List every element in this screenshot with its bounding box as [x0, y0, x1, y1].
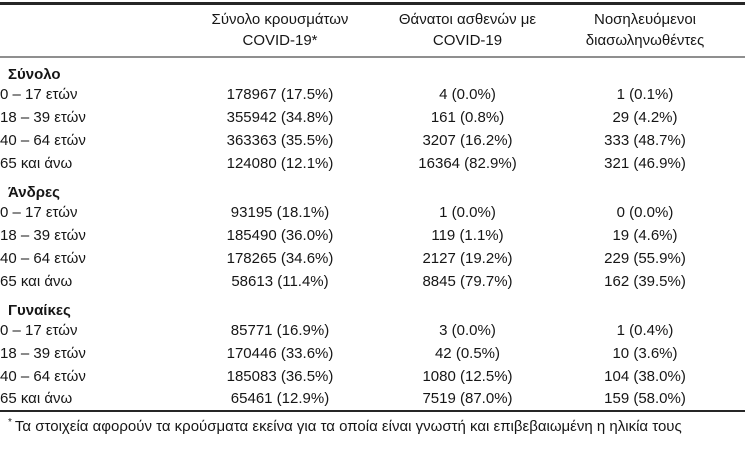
col-header-intubated-line2: διασωληνωθέντες: [585, 32, 705, 50]
cell-intubated: 321 (46.9%): [604, 154, 686, 172]
cell-intubated: 10 (3.6%): [612, 344, 678, 362]
col-header-total-cases-line2: COVID-19*: [242, 32, 318, 50]
section-title: Άνδρες: [8, 183, 60, 201]
footnote-text: Τα στοιχεία αφορούν τα κρούσματα εκείνα …: [14, 417, 682, 435]
section-title: Σύνολο: [8, 65, 61, 83]
cell-deaths: 3 (0.0%): [439, 321, 496, 339]
row-label: 65 και άνω: [0, 387, 170, 412]
table-row: 40 – 64 ετών 185083 (36.5%) 1080 (12.5%)…: [0, 365, 745, 388]
row-label: 65 και άνω: [0, 154, 73, 172]
cell-total-cases: 58613 (11.4%): [231, 272, 329, 290]
table-row: 65 και άνω 65461 (12.9%) 7519 (87.0%) 15…: [0, 387, 745, 412]
cell-intubated: 162 (39.5%): [604, 272, 686, 290]
cell-intubated: 1 (0.4%): [616, 321, 674, 339]
table-row: 18 – 39 ετών 185490 (36.0%) 119 (1.1%) 1…: [0, 224, 745, 247]
cell-intubated: 333 (48.7%): [604, 131, 686, 149]
covid-stats-table: Σύνολο κρουσμάτων COVID-19* Θάνατοι ασθε…: [0, 2, 745, 412]
cell-intubated: 29 (4.2%): [612, 108, 678, 126]
cell-total-cases: 93195 (18.1%): [230, 203, 330, 221]
cell-total-cases: 65461 (12.9%): [170, 387, 390, 412]
row-label: 0 – 17 ετών: [0, 321, 78, 339]
section-row-total: Σύνολο: [0, 57, 745, 83]
cell-deaths: 16364 (82.9%): [418, 154, 517, 172]
cell-intubated: 104 (38.0%): [604, 367, 686, 385]
table-row: 65 και άνω 124080 (12.1%) 16364 (82.9%) …: [0, 152, 745, 175]
row-label: 65 και άνω: [0, 272, 73, 290]
cell-deaths: 119 (1.1%): [431, 226, 504, 244]
cell-total-cases: 170446 (33.6%): [226, 344, 334, 362]
cell-total-cases: 185490 (36.0%): [226, 226, 334, 244]
table-row: 18 – 39 ετών 170446 (33.6%) 42 (0.5%) 10…: [0, 342, 745, 365]
cell-total-cases: 178265 (34.6%): [226, 249, 334, 267]
cell-deaths: 161 (0.8%): [430, 108, 505, 126]
table-row: 18 – 39 ετών 355942 (34.8%) 161 (0.8%) 2…: [0, 106, 745, 129]
cell-deaths: 8845 (79.7%): [422, 272, 513, 290]
header-row: Σύνολο κρουσμάτων COVID-19* Θάνατοι ασθε…: [0, 2, 745, 58]
table-row: 0 – 17 ετών 85771 (16.9%) 3 (0.0%) 1 (0.…: [0, 319, 745, 342]
cell-total-cases: 85771 (16.9%): [230, 321, 330, 339]
col-header-total-cases: Σύνολο κρουσμάτων COVID-19*: [170, 2, 390, 58]
table-row: 40 – 64 ετών 363363 (35.5%) 3207 (16.2%)…: [0, 129, 745, 152]
cell-deaths: 1 (0.0%): [439, 203, 496, 221]
cell-total-cases: 185083 (36.5%): [226, 367, 334, 385]
cell-intubated: 19 (4.6%): [612, 226, 678, 244]
table-row: 0 – 17 ετών 93195 (18.1%) 1 (0.0%) 0 (0.…: [0, 201, 745, 224]
cell-deaths: 7519 (87.0%): [390, 387, 545, 412]
col-header-empty: [0, 2, 170, 58]
cell-deaths: 2127 (19.2%): [422, 249, 513, 267]
cell-deaths: 42 (0.5%): [434, 344, 501, 362]
cell-intubated: 229 (55.9%): [604, 249, 686, 267]
section-row-women: Γυναίκες: [0, 293, 745, 319]
col-header-deaths-line2: COVID-19: [432, 32, 503, 50]
col-header-deaths-line1: Θάνατοι ασθενών με: [398, 11, 537, 29]
cell-intubated: 0 (0.0%): [616, 203, 674, 221]
cell-total-cases: 124080 (12.1%): [226, 154, 334, 172]
cell-total-cases: 363363 (35.5%): [226, 131, 334, 149]
cell-total-cases: 178967 (17.5%): [226, 85, 334, 103]
section-title: Γυναίκες: [8, 301, 71, 319]
row-label: 40 – 64 ετών: [0, 131, 86, 149]
row-label: 18 – 39 ετών: [0, 226, 86, 244]
row-label: 0 – 17 ετών: [0, 203, 78, 221]
table-row: 65 και άνω 58613 (11.4%) 8845 (79.7%) 16…: [0, 270, 745, 293]
cell-deaths: 4 (0.0%): [439, 85, 496, 103]
col-header-intubated: Νοσηλευόμενοι διασωληνωθέντες: [545, 2, 745, 58]
col-header-total-cases-line1: Σύνολο κρουσμάτων: [211, 11, 349, 29]
col-header-deaths: Θάνατοι ασθενών με COVID-19: [390, 2, 545, 58]
footnote: * Τα στοιχεία αφορούν τα κρούσματα εκείνα…: [0, 412, 745, 436]
footnote-asterisk: *: [8, 416, 12, 428]
col-header-intubated-line1: Νοσηλευόμενοι: [593, 11, 696, 29]
row-label: 18 – 39 ετών: [0, 344, 86, 362]
table-row: 40 – 64 ετών 178265 (34.6%) 2127 (19.2%)…: [0, 247, 745, 270]
cell-intubated: 159 (58.0%): [545, 387, 745, 412]
row-label: 40 – 64 ετών: [0, 367, 86, 385]
row-label: 40 – 64 ετών: [0, 249, 86, 267]
section-row-men: Άνδρες: [0, 175, 745, 201]
row-label: 18 – 39 ετών: [0, 108, 86, 126]
cell-deaths: 3207 (16.2%): [422, 131, 513, 149]
cell-intubated: 1 (0.1%): [616, 85, 674, 103]
cell-deaths: 1080 (12.5%): [422, 367, 513, 385]
table-row: 0 – 17 ετών 178967 (17.5%) 4 (0.0%) 1 (0…: [0, 83, 745, 106]
row-label: 0 – 17 ετών: [0, 85, 78, 103]
cell-total-cases: 355942 (34.8%): [226, 108, 334, 126]
